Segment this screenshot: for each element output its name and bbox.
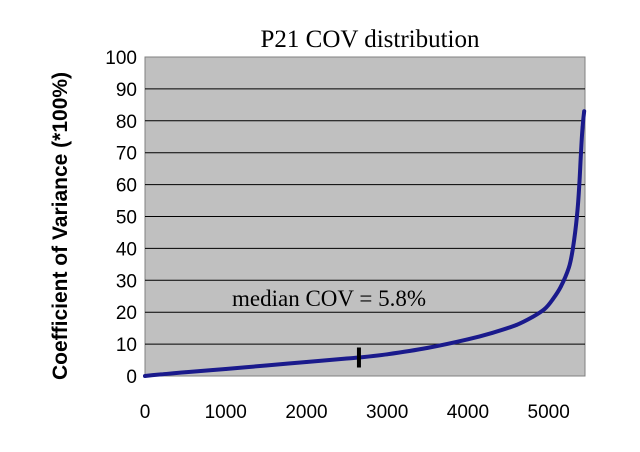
data-point	[304, 360, 309, 364]
y-tick-label: 0	[126, 367, 137, 388]
y-tick-label: 90	[116, 80, 137, 101]
data-point	[530, 315, 535, 319]
x-tick-label: 2000	[285, 402, 327, 423]
y-tick-label: 60	[116, 176, 137, 197]
data-point	[558, 284, 563, 289]
data-point	[490, 331, 494, 335]
y-tick-label: 40	[116, 239, 137, 260]
y-tick-label: 10	[116, 335, 137, 356]
y-axis-label: Coefficient of Variance (*100%)	[49, 72, 72, 380]
x-axis-ticks: 0 1000 2000 3000 4000 5000	[140, 402, 570, 423]
data-point	[567, 265, 571, 270]
median-annotation: median COV = 5.8%	[232, 286, 426, 311]
y-tick-label: 70	[116, 144, 137, 165]
data-point	[550, 297, 555, 302]
y-tick-label: 100	[105, 48, 137, 69]
data-point	[264, 363, 268, 368]
data-point	[571, 246, 575, 251]
data-point	[579, 150, 583, 155]
data-point	[577, 182, 582, 187]
y-tick-label: 80	[116, 112, 137, 133]
data-point	[425, 346, 430, 350]
data-point	[143, 374, 147, 378]
x-tick-label: 0	[140, 402, 151, 423]
x-tick-label: 3000	[366, 402, 408, 423]
x-tick-label: 5000	[528, 402, 570, 423]
x-tick-label: 1000	[205, 402, 247, 423]
data-point	[183, 370, 188, 374]
chart-title: P21 COV distribution	[260, 26, 480, 53]
data-point	[223, 367, 228, 371]
data-point	[575, 214, 579, 219]
data-point	[466, 337, 470, 342]
data-point	[159, 372, 163, 377]
data-point	[542, 307, 547, 311]
data-point	[580, 125, 585, 129]
gridlines	[145, 88, 585, 345]
x-tick-label: 4000	[447, 402, 489, 423]
y-tick-label: 20	[116, 303, 137, 324]
data-point	[582, 109, 586, 114]
y-axis-ticks: 0 10 20 30 40 50 60 70 80 90 100	[105, 48, 137, 388]
data-point	[385, 352, 390, 357]
data-point	[514, 323, 519, 327]
data-series	[143, 109, 587, 378]
y-tick-label: 30	[116, 271, 137, 292]
y-tick-label: 50	[116, 208, 137, 229]
data-point	[345, 356, 349, 361]
series-curve	[143, 109, 587, 378]
